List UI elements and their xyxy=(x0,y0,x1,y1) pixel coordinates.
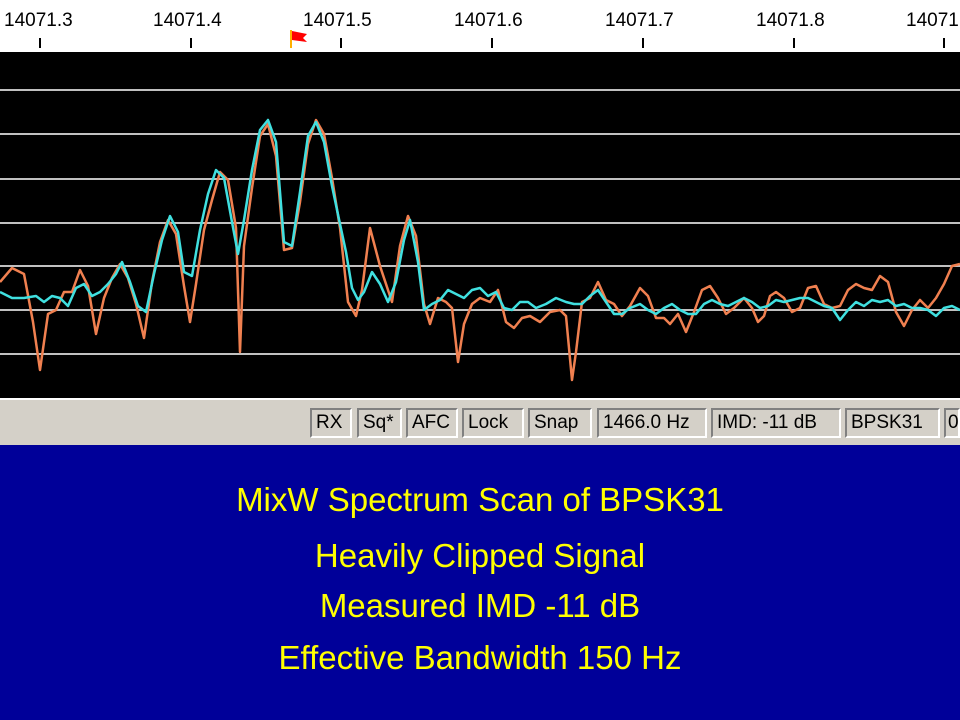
afc-button[interactable]: AFC xyxy=(406,408,458,438)
caption-line: Heavily Clipped Signal xyxy=(314,537,646,574)
spectrum-window: 14071.3 14071.4 14071.5 14071.6 14071.7 … xyxy=(0,0,960,445)
caption-line: Measured IMD -11 dB xyxy=(319,587,641,624)
caption-title: MixW Spectrum Scan of BPSK31 xyxy=(236,481,724,518)
cyan-trace xyxy=(0,118,960,322)
frequency-label: 14071.4 xyxy=(153,10,222,31)
major-tick xyxy=(39,38,41,48)
frequency-label: 14071.9 xyxy=(906,10,960,31)
snap-button[interactable]: Snap xyxy=(528,408,592,438)
squelch-button[interactable]: Sq* xyxy=(357,408,402,438)
frequency-label: 14071.6 xyxy=(454,10,523,31)
frequency-label: 14071.7 xyxy=(605,10,674,31)
frequency-scale: 14071.3 14071.4 14071.5 14071.6 14071.7 … xyxy=(0,0,960,77)
plot-background xyxy=(0,52,960,398)
caption-line: Effective Bandwidth 150 Hz xyxy=(278,639,682,676)
frequency-label: 14071.3 xyxy=(4,10,73,31)
major-tick xyxy=(491,38,493,48)
major-tick xyxy=(190,38,192,48)
spectrum-plot[interactable] xyxy=(0,52,960,398)
rx-button[interactable]: RX xyxy=(310,408,352,438)
major-tick xyxy=(340,38,342,48)
frequency-label: 14071.8 xyxy=(756,10,825,31)
orange-trace xyxy=(0,118,960,382)
lock-button[interactable]: Lock xyxy=(462,408,524,438)
major-tick xyxy=(793,38,795,48)
extra-field[interactable]: 0 xyxy=(944,408,960,438)
status-bar: RX Sq* AFC Lock Snap 1466.0 Hz IMD: -11 … xyxy=(0,398,960,445)
frequency-label: 14071.5 xyxy=(303,10,372,31)
major-tick xyxy=(943,38,945,48)
major-tick xyxy=(642,38,644,48)
caption-panel: MixW Spectrum Scan of BPSK31 Heavily Cli… xyxy=(0,445,960,720)
frequency-readout[interactable]: 1466.0 Hz xyxy=(597,408,707,438)
grid-lines xyxy=(0,89,960,355)
imd-readout: IMD: -11 dB xyxy=(711,408,841,438)
mode-selector[interactable]: BPSK31 xyxy=(845,408,940,438)
